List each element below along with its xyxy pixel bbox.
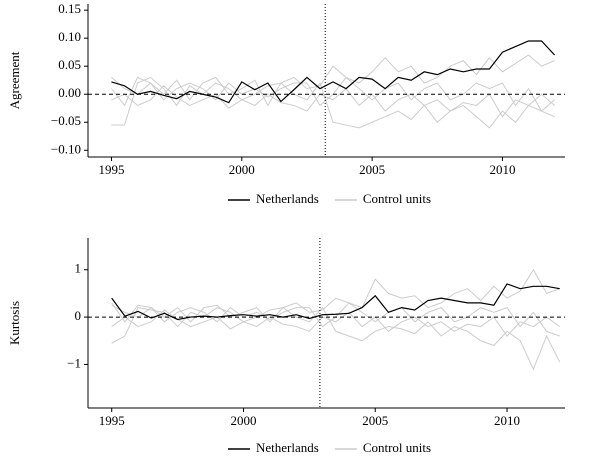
series-line bbox=[111, 76, 555, 118]
y-tick-label: 0.00 bbox=[58, 85, 81, 100]
x-tick-label: 2010 bbox=[494, 413, 520, 428]
x-tick-label: 1995 bbox=[99, 413, 125, 428]
x-tick-label: 1995 bbox=[98, 162, 124, 177]
y-tick-label: 1 bbox=[75, 261, 82, 276]
series-line bbox=[111, 309, 561, 337]
legend-label: Control units bbox=[363, 191, 431, 206]
y-axis-label: Agreement bbox=[7, 51, 22, 109]
series-line bbox=[111, 283, 560, 321]
x-tick-label: 2010 bbox=[489, 162, 515, 177]
x-tick-label: 2000 bbox=[230, 413, 256, 428]
y-tick-label: −0.05 bbox=[51, 113, 81, 128]
y-tick-label: −0.10 bbox=[51, 141, 81, 156]
y-tick-label: 0.05 bbox=[58, 57, 81, 72]
x-tick-label: 2005 bbox=[359, 162, 385, 177]
y-tick-label: 0.15 bbox=[58, 1, 81, 16]
series-line bbox=[111, 76, 555, 129]
y-tick-label: 0 bbox=[75, 308, 82, 323]
y-axis-label: Kurtosis bbox=[7, 301, 22, 345]
legend-label: Netherlands bbox=[256, 440, 319, 455]
series-line bbox=[111, 40, 556, 104]
x-tick-label: 2000 bbox=[229, 162, 255, 177]
legend-label: Netherlands bbox=[256, 191, 319, 206]
legend-label: Control units bbox=[363, 440, 431, 455]
x-tick-label: 2005 bbox=[362, 413, 388, 428]
series-line bbox=[111, 85, 555, 118]
y-tick-label: 0.10 bbox=[58, 29, 81, 44]
y-tick-label: −1 bbox=[67, 355, 81, 370]
